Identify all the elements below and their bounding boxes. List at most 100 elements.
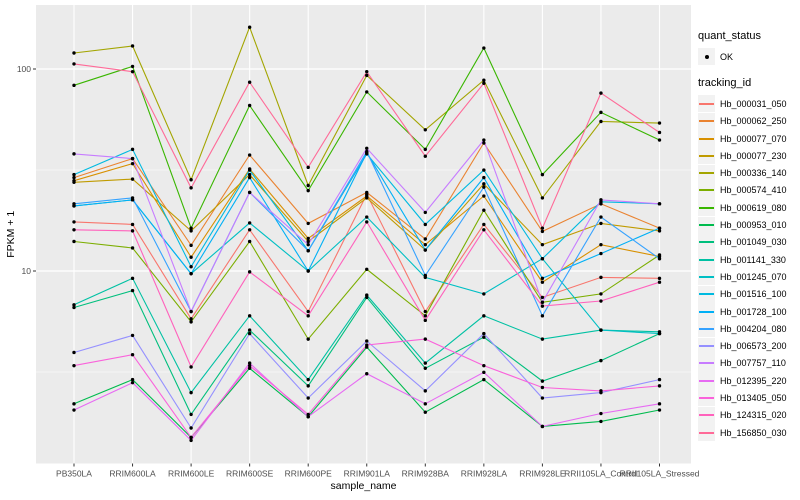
data-point <box>423 314 427 318</box>
data-point <box>482 370 486 375</box>
data-point <box>482 331 486 336</box>
legend-title-tracking-id: tracking_id <box>698 77 752 90</box>
chart-legend: quant_status OK tracking_id Hb_000031_05… <box>698 30 798 442</box>
legend-key-swatch <box>698 424 715 442</box>
data-point <box>423 248 427 252</box>
legend-line-icon <box>699 275 714 278</box>
legend-label: Hb_156850_030 <box>720 427 787 438</box>
data-point <box>72 350 76 355</box>
data-point <box>72 152 76 156</box>
x-tick-label: RRII105LA_Control <box>564 469 638 479</box>
data-point <box>189 435 193 440</box>
legend-entry-Hb_000953_010: Hb_000953_010 <box>698 216 798 234</box>
data-point <box>540 280 545 284</box>
data-point <box>423 210 427 215</box>
legend-entry-Hb_004204_080: Hb_004204_080 <box>698 320 798 338</box>
legend-entry-Hb_013405_050: Hb_013405_050 <box>698 389 798 407</box>
data-point <box>247 103 252 108</box>
legend-key-swatch <box>698 406 715 424</box>
legend-line-icon <box>699 172 714 175</box>
data-point <box>365 73 369 78</box>
data-point <box>306 269 310 273</box>
data-point <box>482 208 486 212</box>
legend-entry-Hb_000336_140: Hb_000336_140 <box>698 164 798 182</box>
legend-entries: Hb_000031_050 Hb_000062_250 Hb_000077_070 H… <box>698 95 798 442</box>
legend-entry-Hb_000619_080: Hb_000619_080 <box>698 199 798 217</box>
legend-label: Hb_001728_100 <box>720 306 787 317</box>
data-point <box>247 270 252 274</box>
data-point <box>306 249 310 253</box>
legend-line-icon <box>699 102 714 105</box>
data-point <box>540 396 545 400</box>
data-point <box>72 172 76 177</box>
data-point <box>540 242 545 247</box>
legend-entry-Hb_000031_050: Hb_000031_050 <box>698 95 798 113</box>
legend-line-icon <box>699 327 714 330</box>
data-point <box>657 253 662 257</box>
data-point <box>423 337 427 341</box>
data-point <box>306 412 310 417</box>
data-point <box>482 168 486 172</box>
legend-entry-Hb_001245_070: Hb_001245_070 <box>698 268 798 286</box>
data-point <box>599 299 603 303</box>
data-point <box>657 331 662 336</box>
data-point <box>540 295 545 300</box>
legend-key-swatch <box>698 354 715 372</box>
data-point <box>599 328 603 332</box>
legend-line-icon <box>699 241 714 244</box>
data-point <box>657 130 662 135</box>
x-tick-label: RRIM600LE <box>168 469 215 479</box>
data-point <box>72 83 76 88</box>
legend-key-ok <box>698 48 715 66</box>
data-point <box>306 384 310 388</box>
legend-key-swatch <box>698 303 715 320</box>
data-point <box>423 242 427 247</box>
data-point <box>130 229 135 233</box>
data-point <box>365 196 369 200</box>
data-point <box>657 138 662 142</box>
legend-entry-Hb_006573_200: Hb_006573_200 <box>698 337 798 355</box>
legend-line-icon <box>699 224 714 227</box>
legend-entry-Hb_001141_330: Hb_001141_330 <box>698 251 798 269</box>
legend-line-icon <box>699 345 714 348</box>
legend-label: Hb_001141_330 <box>720 254 786 265</box>
data-point <box>482 377 486 382</box>
legend-key-swatch <box>698 147 715 165</box>
legend-gap <box>698 65 798 77</box>
legend-entry-Hb_001049_030: Hb_001049_030 <box>698 233 798 251</box>
legend-line-icon <box>699 137 714 140</box>
data-point <box>540 229 545 234</box>
data-point <box>365 215 369 219</box>
legend-entry-Hb_000062_250: Hb_000062_250 <box>698 112 798 130</box>
legend-key-swatch <box>698 372 715 390</box>
data-point <box>189 438 193 443</box>
legend-label: Hb_000031_050 <box>720 98 787 109</box>
legend-entry-Hb_000077_230: Hb_000077_230 <box>698 147 798 165</box>
data-point <box>72 220 76 224</box>
data-point <box>189 226 193 230</box>
data-point <box>540 424 545 429</box>
legend-line-icon <box>699 206 714 209</box>
data-point <box>599 275 603 280</box>
legend-key-swatch <box>698 320 715 338</box>
data-point <box>482 314 486 318</box>
legend-entry-Hb_124315_020: Hb_124315_020 <box>698 406 798 424</box>
data-point <box>482 335 486 339</box>
legend-label: Hb_013405_050 <box>720 392 787 403</box>
data-point <box>130 64 135 69</box>
legend-key-swatch <box>698 199 715 217</box>
data-point <box>72 303 76 307</box>
data-point <box>306 309 310 314</box>
data-point <box>189 412 193 417</box>
data-point <box>72 202 76 206</box>
data-point <box>657 377 662 382</box>
data-point <box>423 237 427 241</box>
data-point <box>657 276 662 281</box>
legend-line-icon <box>699 189 714 192</box>
x-tick-label: RRIM901LA <box>344 469 391 479</box>
legend-label: Hb_007757_110 <box>720 358 786 369</box>
y-tick-label: 10 <box>22 266 32 276</box>
legend-key-swatch <box>698 285 715 303</box>
data-point <box>130 69 135 74</box>
